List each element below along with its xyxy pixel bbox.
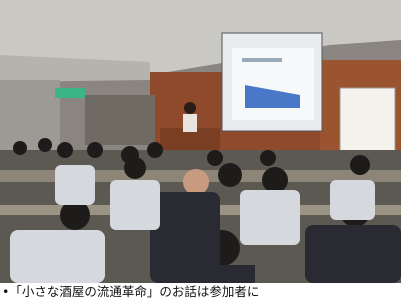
photo [0, 0, 401, 283]
photo-caption: •「小さな酒屋の流通革命」のお話は参加者に [2, 284, 401, 300]
page: •「小さな酒屋の流通革命」のお話は参加者に (() => { const dat… [0, 0, 401, 300]
